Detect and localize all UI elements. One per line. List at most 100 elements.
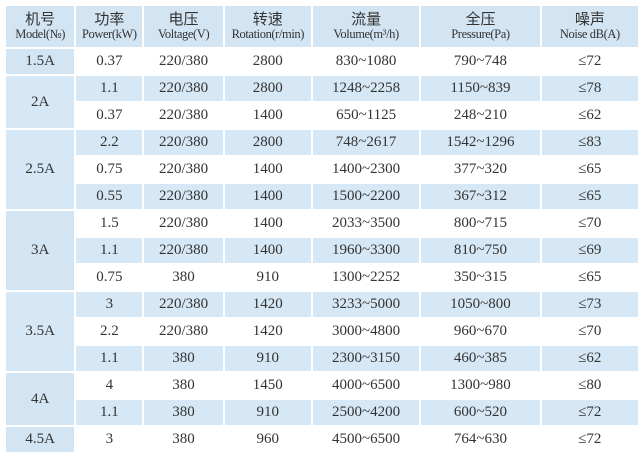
table-row: 1.1 380 910 2300~3150 460~385 ≤62 xyxy=(6,346,638,371)
cell-voltage: 380 xyxy=(144,400,223,425)
cell-noise: ≤65 xyxy=(541,265,638,290)
table-row: 3.5A 3 220/380 1420 3233~5000 1050~800 ≤73 xyxy=(6,292,638,371)
cell-rotation: 1400 xyxy=(224,157,311,182)
cell-power: 1.1 xyxy=(76,76,143,101)
header-rotation: 转速 Rotation(r/min) xyxy=(224,6,311,47)
table-row: 0.75 220/380 1400 1400~2300 377~320 ≤65 xyxy=(6,157,638,182)
cell-rotation: 910 xyxy=(224,265,311,290)
header-zh: 流量 xyxy=(351,10,382,29)
cell-voltage: 380 xyxy=(144,265,223,290)
cell-pressure: 1542~1296 xyxy=(421,130,540,155)
table-row: 4A 4 380 1450 4000~6500 1300~980 ≤80 xyxy=(6,373,638,425)
table-row: 2A 1.1 220/380 2800 1248~2258 1150~839 ≤78 xyxy=(6,76,638,128)
cell-pressure: 764~630 xyxy=(421,427,540,452)
cell-volume: 1248~2258 xyxy=(312,76,420,101)
cell-volume: 3000~4800 xyxy=(312,319,420,344)
header-row: 机号 Model(№) 功率 Power(kW) 电压 Voltage(V) 转速 Rotat… xyxy=(6,6,638,47)
cell-rotation: 1400 xyxy=(224,184,311,209)
cell-noise: ≤65 xyxy=(541,157,638,182)
cell-volume: 2033~3500 xyxy=(312,211,420,236)
cell-power: 3 xyxy=(76,292,143,317)
cell-power: 0.75 xyxy=(76,265,143,290)
cell-voltage: 220/380 xyxy=(144,76,223,101)
cell-model: 3A xyxy=(6,211,75,290)
cell-volume: 4500~6500 xyxy=(312,427,420,452)
cell-voltage: 220/380 xyxy=(144,157,223,182)
table-row: 0.75 380 910 1300~2252 350~315 ≤65 xyxy=(6,265,638,290)
cell-pressure: 960~670 xyxy=(421,319,540,344)
cell-pressure: 790~748 xyxy=(421,49,540,74)
cell-pressure: 1050~800 xyxy=(421,292,540,317)
table-row: 0.55 220/380 1400 1500~2200 367~312 ≤65 xyxy=(6,184,638,209)
cell-voltage: 220/380 xyxy=(144,49,223,74)
cell-volume: 830~1080 xyxy=(312,49,420,74)
table-row: 0.37 220/380 1400 650~1125 248~210 ≤62 xyxy=(6,103,638,128)
cell-noise: ≤70 xyxy=(541,211,638,236)
cell-noise: ≤69 xyxy=(541,238,638,263)
cell-noise: ≤72 xyxy=(541,49,638,74)
header-zh: 机号 xyxy=(25,10,56,29)
cell-noise: ≤83 xyxy=(541,130,638,155)
header-zh: 噪声 xyxy=(574,10,605,29)
cell-voltage: 220/380 xyxy=(144,319,223,344)
cell-power: 1.1 xyxy=(76,400,143,425)
header-pressure: 全压 Pressure(Pa) xyxy=(421,6,540,47)
cell-power: 2.2 xyxy=(76,130,143,155)
cell-power: 0.37 xyxy=(76,49,143,74)
cell-model: 4.5A xyxy=(6,427,75,452)
cell-pressure: 367~312 xyxy=(421,184,540,209)
cell-power: 0.75 xyxy=(76,157,143,182)
table-row: 1.1 380 910 2500~4200 600~520 ≤72 xyxy=(6,400,638,425)
cell-model: 2A xyxy=(6,76,75,128)
cell-pressure: 800~715 xyxy=(421,211,540,236)
cell-noise: ≤65 xyxy=(541,184,638,209)
cell-power: 0.55 xyxy=(76,184,143,209)
header-zh: 电压 xyxy=(168,10,199,29)
header-en: Voltage(V) xyxy=(157,26,210,41)
header-power: 功率 Power(kW) xyxy=(76,6,143,47)
cell-noise: ≤62 xyxy=(541,346,638,371)
cell-volume: 1960~3300 xyxy=(312,238,420,263)
cell-power: 1.5 xyxy=(76,211,143,236)
cell-rotation: 1450 xyxy=(224,373,311,398)
cell-pressure: 810~750 xyxy=(421,238,540,263)
cell-pressure: 350~315 xyxy=(421,265,540,290)
cell-volume: 4000~6500 xyxy=(312,373,420,398)
cell-noise: ≤72 xyxy=(541,400,638,425)
cell-rotation: 2800 xyxy=(224,49,311,74)
header-en: Power(kW) xyxy=(81,26,137,41)
cell-volume: 2500~4200 xyxy=(312,400,420,425)
cell-model: 4A xyxy=(6,373,75,425)
header-zh: 功率 xyxy=(94,10,125,29)
header-en: Model(№) xyxy=(15,26,65,41)
header-noise: 噪声 Noise dB(A) xyxy=(541,6,638,47)
cell-noise: ≤78 xyxy=(541,76,638,101)
cell-model: 1.5A xyxy=(6,49,75,74)
cell-volume: 2300~3150 xyxy=(312,346,420,371)
cell-rotation: 1400 xyxy=(224,103,311,128)
cell-rotation: 1400 xyxy=(224,238,311,263)
header-model: 机号 Model(№) xyxy=(6,6,75,47)
cell-volume: 1300~2252 xyxy=(312,265,420,290)
cell-power: 1.1 xyxy=(76,346,143,371)
cell-power: 1.1 xyxy=(76,238,143,263)
cell-voltage: 220/380 xyxy=(144,211,223,236)
header-zh: 全压 xyxy=(465,10,496,29)
table-row: 3A 1.5 220/380 1400 2033~3500 800~715 ≤70 xyxy=(6,211,638,290)
cell-power: 2.2 xyxy=(76,319,143,344)
table-row: 4.5A 3 380 960 4500~6500 764~630 ≤72 xyxy=(6,427,638,452)
header-en: Noise dB(A) xyxy=(559,26,620,41)
header-en: Rotation(r/min) xyxy=(231,26,305,41)
cell-rotation: 1400 xyxy=(224,211,311,236)
table-row: 1.5A 0.37 220/380 2800 830~1080 790~748 ≤72 xyxy=(6,49,638,74)
cell-pressure: 1300~980 xyxy=(421,373,540,398)
cell-rotation: 910 xyxy=(224,400,311,425)
cell-power: 4 xyxy=(76,373,143,398)
table-row: 2.2 220/380 1420 3000~4800 960~670 ≤70 xyxy=(6,319,638,344)
header-zh: 转速 xyxy=(252,10,283,29)
cell-voltage: 380 xyxy=(144,427,223,452)
cell-voltage: 220/380 xyxy=(144,238,223,263)
cell-noise: ≤72 xyxy=(541,427,638,452)
cell-voltage: 220/380 xyxy=(144,292,223,317)
cell-pressure: 600~520 xyxy=(421,400,540,425)
